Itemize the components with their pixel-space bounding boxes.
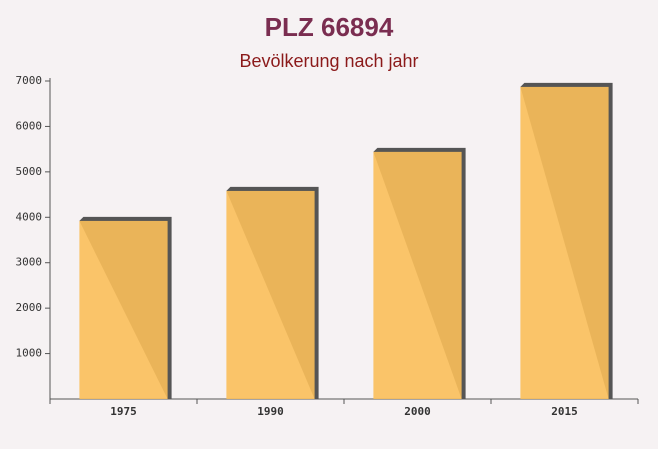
bar bbox=[79, 220, 168, 399]
x-tick-label: 2015 bbox=[551, 405, 578, 418]
y-tick-label: 5000 bbox=[16, 165, 43, 178]
y-tick-label: 4000 bbox=[16, 210, 43, 223]
y-tick-label: 6000 bbox=[16, 119, 43, 132]
bar bbox=[373, 151, 462, 399]
y-tick-label: 2000 bbox=[16, 301, 43, 314]
x-tick-label: 1975 bbox=[110, 405, 137, 418]
y-tick-label: 1000 bbox=[16, 347, 43, 360]
chart-title: PLZ 66894 bbox=[265, 12, 394, 42]
y-tick-label: 3000 bbox=[16, 256, 43, 269]
x-tick-label: 2000 bbox=[404, 405, 431, 418]
bar bbox=[520, 86, 609, 400]
bar bbox=[226, 190, 315, 399]
x-tick-label: 1990 bbox=[257, 405, 284, 418]
chart-subtitle: Bevölkerung nach jahr bbox=[239, 51, 418, 71]
y-tick-label: 7000 bbox=[16, 74, 43, 87]
